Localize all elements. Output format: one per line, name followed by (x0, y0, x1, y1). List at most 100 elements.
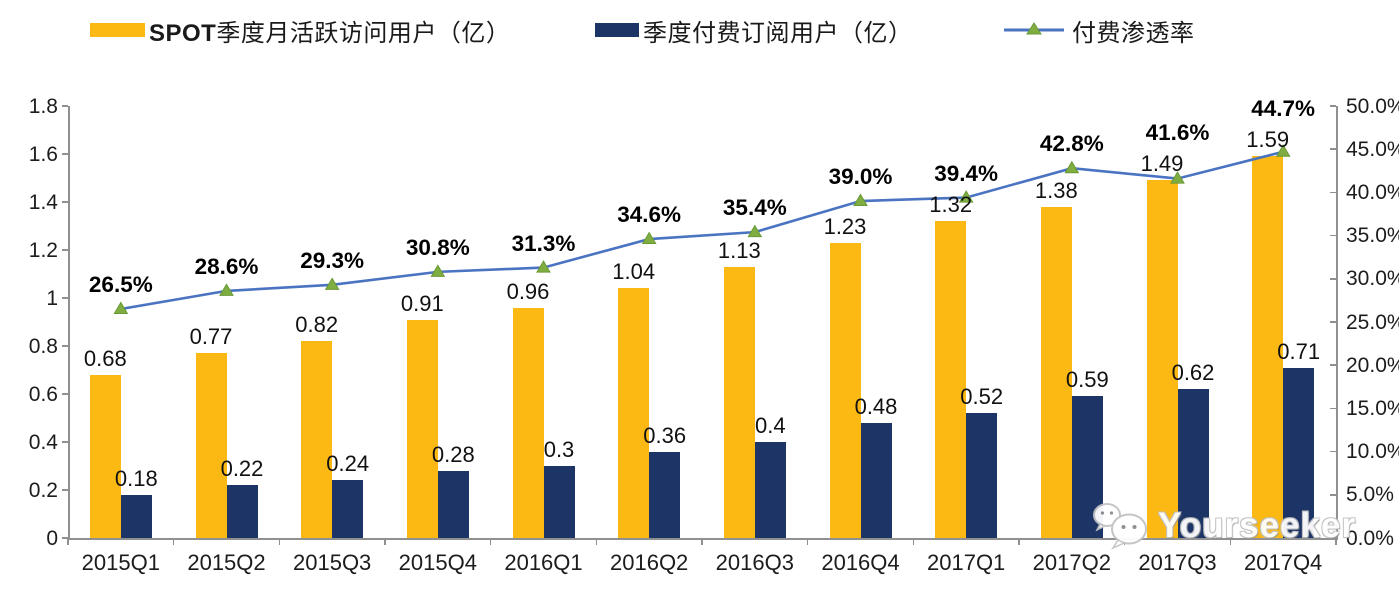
bar-label-mau: 1.49 (1140, 151, 1184, 177)
y-axis-right-label: 35.0% (1346, 224, 1399, 248)
bar-label-subs: 0.18 (114, 465, 158, 491)
legend-label-penetration: 付费渗透率 (1072, 19, 1195, 47)
bar-mau (301, 341, 333, 538)
y-axis-left (68, 106, 70, 538)
y-axis-left-label: 1.6 (28, 142, 58, 166)
y-axis-left-tick (62, 201, 68, 203)
y-axis-left-label: 0.8 (28, 334, 58, 358)
y-axis-left-tick (62, 249, 68, 251)
x-axis-label: 2015Q4 (398, 550, 477, 575)
bar-label-mau: 1.38 (1034, 177, 1078, 203)
x-axis-tick (595, 538, 598, 545)
bar-label-mau: 0.96 (506, 278, 550, 304)
bar-mau (618, 288, 650, 538)
bar-label-mau: 0.68 (83, 345, 127, 371)
bar-label-mau: 1.59 (1246, 127, 1290, 153)
x-axis-label: 2017Q1 (927, 550, 1006, 575)
x-axis-tick (912, 538, 915, 545)
legend-item-subs: 季度付费订阅用户（亿） (595, 18, 913, 47)
x-axis-tick (489, 538, 492, 545)
y-axis-right-label: 50.0% (1346, 94, 1399, 118)
bar-mau (935, 221, 967, 538)
x-axis-tick (67, 538, 69, 545)
legend-swatch-mau (90, 23, 145, 37)
bar-subs (860, 422, 892, 538)
bar-label-mau: 0.91 (400, 290, 444, 316)
line-label-penetration: 39.4% (934, 160, 999, 186)
y-axis-left-label: 1.4 (28, 190, 58, 214)
triangle-marker-icon (641, 231, 657, 245)
y-axis-left-tick (62, 345, 68, 347)
triangle-marker-icon (1064, 160, 1080, 174)
bar-label-mau: 0.82 (295, 312, 339, 338)
x-axis-tick (806, 538, 809, 545)
line-label-penetration: 26.5% (88, 272, 153, 298)
y-axis-right-label: 0.0% (1346, 526, 1394, 550)
y-axis-left-label: 0 (46, 526, 58, 550)
x-axis-tick (1018, 538, 1020, 545)
triangle-marker-icon (430, 264, 446, 277)
y-axis-right-tick (1330, 450, 1336, 453)
bar-subs (437, 470, 469, 538)
bar-label-subs: 0.59 (1065, 367, 1109, 393)
legend-label-subs: 季度付费订阅用户（亿） (643, 19, 913, 47)
bar-subs (120, 494, 152, 538)
line-label-penetration: 29.3% (300, 247, 365, 273)
y-axis-left-label: 1 (46, 286, 58, 310)
triangle-marker-icon (536, 260, 551, 273)
y-axis-left-label: 0.4 (28, 430, 58, 454)
y-axis-right (1336, 106, 1338, 538)
y-axis-right-label: 10.0% (1346, 440, 1399, 464)
watermark-text: Yourseeker (1158, 506, 1357, 545)
line-marker-icon (1004, 22, 1064, 35)
x-axis-label: 2015Q1 (81, 550, 160, 575)
y-axis-right-tick (1330, 234, 1336, 237)
y-axis-right-tick (1330, 278, 1336, 280)
line-label-penetration: 30.8% (405, 234, 470, 260)
x-axis-tick (1335, 538, 1337, 545)
line-label-penetration: 42.8% (1039, 131, 1104, 157)
y-axis-right-label: 20.0% (1346, 353, 1399, 377)
y-axis-right-tick (1330, 537, 1336, 539)
x-axis-label: 2016Q1 (504, 550, 583, 575)
bar-subs (332, 480, 364, 538)
bar-label-subs: 0.4 (755, 413, 786, 438)
y-axis-right-tick (1330, 191, 1336, 194)
x-axis-label: 2016Q4 (821, 550, 900, 575)
bar-mau (89, 374, 121, 538)
y-axis-left-label: 0.6 (28, 382, 58, 406)
y-axis-right-tick (1330, 321, 1336, 323)
triangle-marker-icon (219, 283, 234, 296)
bar-mau (723, 266, 755, 538)
legend-swatch-subs (595, 23, 639, 37)
bar-label-mau: 1.23 (823, 213, 867, 239)
y-axis-right-tick (1330, 105, 1336, 107)
bar-subs (543, 466, 575, 538)
triangle-marker-icon (747, 224, 763, 238)
y-axis-left-label: 0.2 (28, 478, 58, 502)
legend-item-mau: SPOT季度月活跃访问用户（亿） (90, 18, 510, 47)
line-label-penetration: 34.6% (617, 202, 682, 228)
x-axis-tick (278, 538, 281, 545)
line-label-penetration: 35.4% (722, 195, 787, 221)
bar-label-subs: 0.52 (960, 384, 1004, 410)
bar-subs (1177, 389, 1209, 538)
y-axis-right-label: 15.0% (1346, 396, 1399, 420)
y-axis-left-label: 1.2 (28, 238, 58, 262)
line-label-penetration: 28.6% (194, 253, 259, 279)
bar-mau (195, 353, 227, 538)
legend-label-mau: SPOT季度月活跃访问用户（亿） (149, 19, 511, 47)
bar-label-subs: 0.28 (431, 441, 475, 467)
bar-mau (1146, 180, 1178, 538)
bar-label-mau: 1.32 (929, 192, 973, 218)
x-axis-label: 2017Q2 (1032, 550, 1111, 575)
line-label-penetration: 44.7% (1251, 96, 1316, 122)
y-axis-left-tick (62, 297, 68, 299)
y-axis-right-label: 30.0% (1346, 267, 1399, 291)
y-axis-right-tick (1330, 494, 1336, 496)
x-axis-label: 2017Q3 (1138, 550, 1217, 575)
y-axis-right-label: 25.0% (1346, 310, 1399, 334)
y-axis-left-tick (62, 537, 68, 539)
x-axis-label: 2015Q2 (187, 550, 266, 575)
